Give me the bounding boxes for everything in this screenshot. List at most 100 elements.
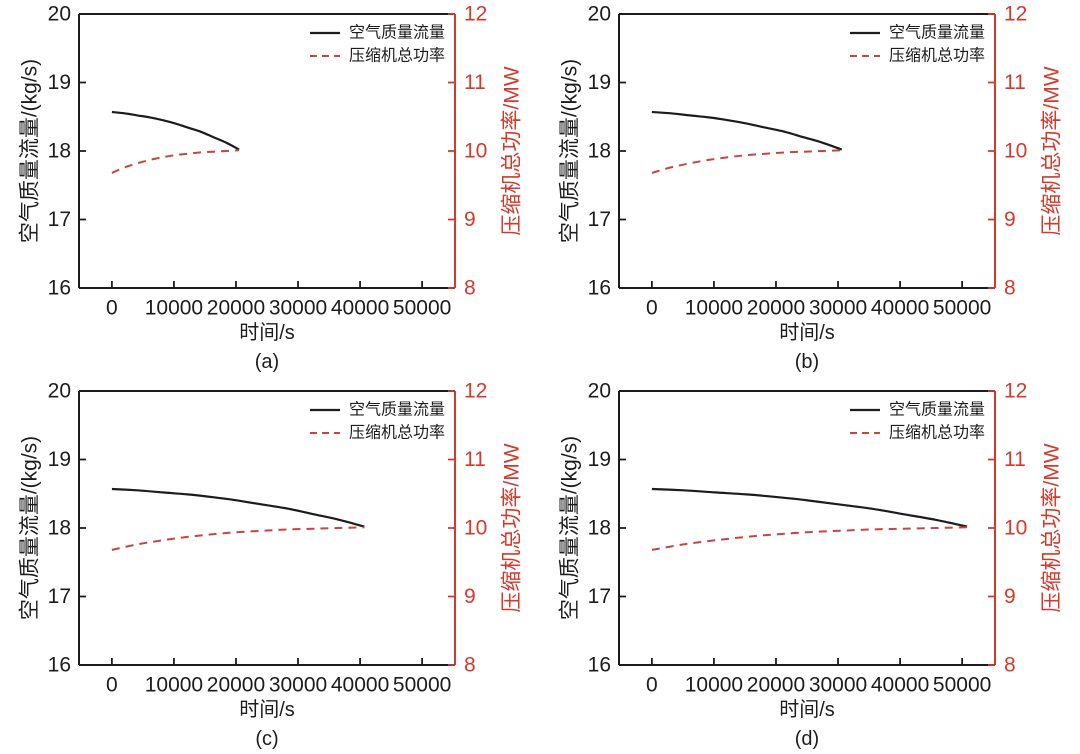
legend-power-label: 压缩机总功率 [889, 47, 985, 65]
x-tick-label: 20000 [207, 673, 265, 696]
flow-curve [651, 110, 843, 151]
y-left-axis-title: 空气质量流量/(kg/s) [19, 436, 42, 620]
y-right-axis-title: 压缩机总功率/MW [1041, 66, 1064, 235]
y-right-tick-label: 11 [464, 448, 486, 471]
x-axis-label: 时间/s [239, 322, 295, 344]
subplot-caption: (b) [794, 351, 820, 373]
chart-c-canvas: 16 17 18 19 20 8 9 10 11 12 0 10000 20000 30000 40000 5… [19, 380, 524, 697]
x-tick-label: 0 [646, 296, 658, 319]
y-left-axis-title: 空气质量流量/(kg/s) [559, 59, 582, 243]
legend-flow-label: 空气质量流量 [349, 401, 445, 419]
subplot-d: 16 17 18 19 20 8 9 10 11 12 0 10000 20000 30000 40000 5… [540, 377, 1080, 754]
power-curve [111, 149, 240, 174]
legend-power-label: 压缩机总功率 [349, 47, 445, 65]
y-left-tick-label: 16 [48, 654, 71, 677]
y-left-tick-label: 17 [588, 585, 611, 608]
y-right-tick-label: 8 [464, 277, 476, 300]
power-curve [111, 526, 365, 551]
chart-d-canvas: 16 17 18 19 20 8 9 10 11 12 0 10000 20000 30000 40000 5… [559, 380, 1064, 697]
x-tick-label: 10000 [145, 673, 203, 696]
flow-curve [651, 487, 968, 528]
y-left-tick-label: 19 [588, 448, 611, 471]
subplot-caption: (c) [255, 728, 279, 750]
y-left-tick-label: 20 [48, 380, 71, 403]
chart-b-canvas: 16 17 18 19 20 8 9 10 11 12 0 10000 20000 30000 40000 5… [559, 3, 1064, 320]
subplot-caption: (d) [794, 728, 820, 750]
y-left-tick-label: 20 [588, 3, 611, 26]
y-left-tick-label: 19 [588, 71, 611, 94]
legend-flow-label: 空气质量流量 [889, 401, 985, 419]
chart-a-canvas: 16 17 18 19 20 8 9 10 11 12 0 10000 20000 30000 40000 5… [19, 3, 524, 320]
y-right-tick-label: 8 [1004, 654, 1016, 677]
x-tick-label: 50000 [933, 296, 991, 319]
x-tick-label: 50000 [933, 673, 991, 696]
y-right-tick-label: 10 [464, 517, 487, 540]
y-left-tick-label: 16 [48, 277, 71, 300]
y-right-tick-label: 11 [464, 71, 486, 94]
x-tick-label: 30000 [269, 296, 327, 319]
y-right-tick-label: 12 [464, 380, 487, 403]
x-axis-label: 时间/s [779, 699, 835, 721]
y-right-tick-label: 12 [464, 3, 487, 26]
x-tick-label: 40000 [871, 296, 929, 319]
y-left-tick-label: 17 [48, 585, 71, 608]
x-tick-label: 10000 [145, 296, 203, 319]
y-right-tick-label: 9 [464, 585, 476, 608]
legend-power-label: 压缩机总功率 [349, 424, 445, 442]
y-right-tick-label: 8 [1004, 277, 1016, 300]
y-left-tick-label: 20 [588, 380, 611, 403]
x-axis-label: 时间/s [239, 699, 295, 721]
y-left-tick-label: 18 [588, 140, 611, 163]
x-tick-label: 0 [646, 673, 658, 696]
x-tick-label: 10000 [685, 673, 743, 696]
x-tick-label: 30000 [809, 673, 867, 696]
x-tick-label: 50000 [393, 296, 451, 319]
y-right-axis-title: 压缩机总功率/MW [501, 66, 524, 235]
x-tick-label: 40000 [331, 296, 389, 319]
y-left-tick-label: 18 [48, 517, 71, 540]
legend-power-label: 压缩机总功率 [889, 424, 985, 442]
y-left-axis-title: 空气质量流量/(kg/s) [559, 436, 582, 620]
y-right-tick-label: 9 [1004, 208, 1016, 231]
y-left-tick-label: 18 [48, 140, 71, 163]
y-right-axis-title: 压缩机总功率/MW [501, 443, 524, 612]
x-tick-label: 20000 [747, 296, 805, 319]
x-tick-label: 30000 [269, 673, 327, 696]
flow-curve [111, 487, 365, 528]
y-left-tick-label: 18 [588, 517, 611, 540]
x-tick-label: 20000 [747, 673, 805, 696]
y-left-tick-label: 17 [48, 208, 71, 231]
y-right-tick-label: 12 [1004, 3, 1027, 26]
y-right-tick-label: 10 [1004, 517, 1027, 540]
x-tick-label: 20000 [207, 296, 265, 319]
y-right-tick-label: 9 [464, 208, 476, 231]
legend-flow-label: 空气质量流量 [889, 24, 985, 42]
y-left-tick-label: 19 [48, 448, 71, 471]
power-curve [651, 526, 968, 551]
power-curve [651, 149, 842, 174]
x-tick-label: 30000 [809, 296, 867, 319]
y-right-tick-label: 11 [1004, 71, 1026, 94]
y-right-tick-label: 8 [464, 654, 476, 677]
y-left-tick-label: 20 [48, 3, 71, 26]
y-left-tick-label: 16 [588, 654, 611, 677]
legend-flow-label: 空气质量流量 [349, 24, 445, 42]
x-tick-label: 40000 [331, 673, 389, 696]
subplot-a: 16 17 18 19 20 8 9 10 11 12 0 10000 20000 30000 40000 5… [0, 0, 540, 377]
x-tick-label: 0 [106, 296, 118, 319]
subplot-c: 16 17 18 19 20 8 9 10 11 12 0 10000 20000 30000 40000 5… [0, 377, 540, 754]
y-right-tick-label: 10 [1004, 140, 1027, 163]
x-tick-label: 40000 [871, 673, 929, 696]
y-right-tick-label: 11 [1004, 448, 1026, 471]
flow-curve [111, 110, 240, 151]
subplot-b: 16 17 18 19 20 8 9 10 11 12 0 10000 20000 30000 40000 5… [540, 0, 1080, 377]
x-tick-label: 50000 [393, 673, 451, 696]
y-left-axis-title: 空气质量流量/(kg/s) [19, 59, 42, 243]
x-axis-label: 时间/s [779, 322, 835, 344]
y-right-axis-title: 压缩机总功率/MW [1041, 443, 1064, 612]
y-right-tick-label: 12 [1004, 380, 1027, 403]
y-right-tick-label: 10 [464, 140, 487, 163]
y-right-tick-label: 9 [1004, 585, 1016, 608]
subplot-caption: (a) [254, 351, 280, 373]
